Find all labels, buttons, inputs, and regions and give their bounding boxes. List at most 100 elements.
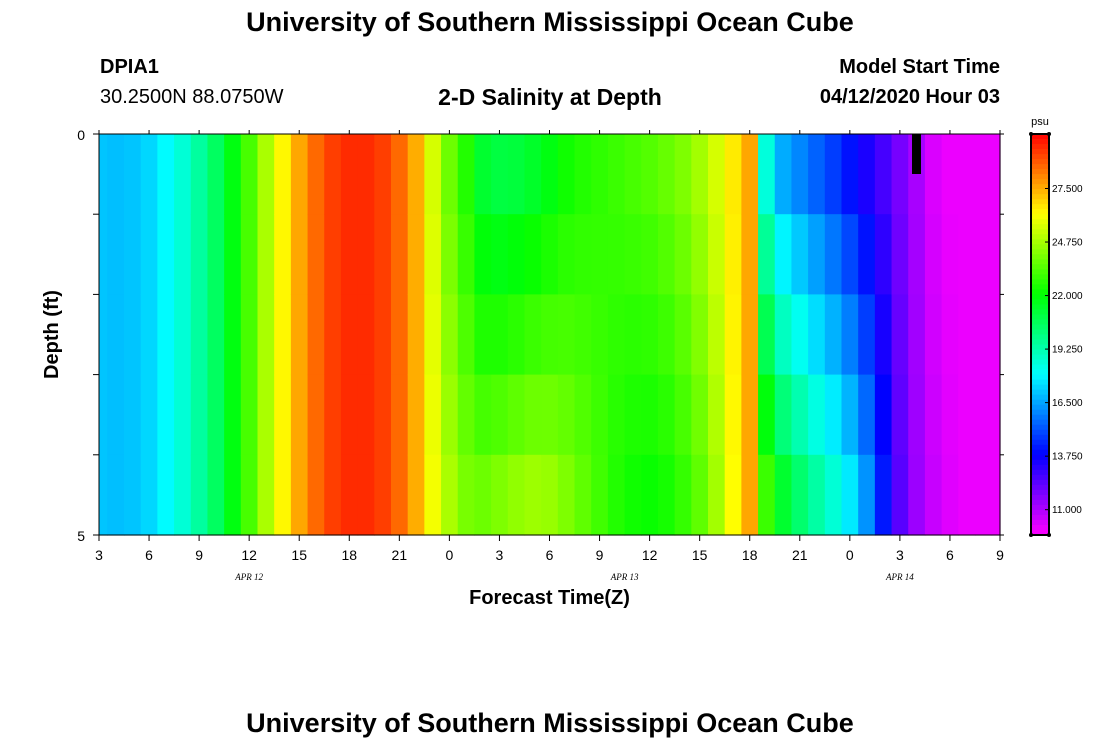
heatmap-cell: [991, 374, 1001, 456]
x-tick-label: 0: [846, 547, 854, 563]
heatmap-cell: [324, 454, 342, 536]
y-axis-ticks: [93, 133, 1004, 536]
heatmap-cell: [491, 214, 509, 295]
heatmap-cell: [657, 134, 676, 215]
x-tick-label: 6: [546, 547, 554, 563]
heatmap-cell: [824, 454, 843, 536]
heatmap-cell: [624, 454, 642, 536]
heatmap-cell: [407, 214, 425, 295]
colorbar-swatch: [1031, 199, 1049, 205]
colorbar-swatch: [1031, 174, 1049, 180]
heatmap-cell: [107, 454, 125, 536]
colorbar-swatch: [1031, 264, 1049, 270]
heatmap-cell: [307, 214, 325, 295]
heatmap-cell: [758, 454, 776, 536]
colorbar-swatch: [1031, 389, 1049, 396]
colorbar-swatch: [1031, 229, 1049, 235]
heatmap-cell: [858, 134, 876, 215]
heatmap-cell: [99, 454, 108, 536]
heatmap-cell: [541, 374, 559, 456]
heatmap-cell: [491, 134, 509, 215]
heatmap-cell: [574, 454, 592, 536]
heatmap-cells: [99, 134, 1001, 536]
heatmap-cell: [691, 454, 709, 536]
heatmap-cell: [841, 214, 859, 295]
heatmap-cell: [224, 374, 242, 456]
heatmap-cell: [457, 374, 476, 456]
heatmap-cell: [774, 134, 793, 215]
heatmap-cell: [124, 374, 142, 456]
heatmap-cell: [641, 374, 659, 456]
colorbar-swatch: [1031, 214, 1049, 220]
colorbar-swatch: [1031, 279, 1049, 285]
x-tick-label: 15: [692, 547, 708, 563]
heatmap-cell: [257, 454, 275, 536]
colorbar-tick-label: 11.000: [1052, 505, 1082, 516]
heatmap-cell: [541, 134, 559, 215]
heatmap-cell: [941, 374, 959, 456]
date-label: APR 13: [610, 572, 639, 582]
heatmap-cell: [591, 214, 609, 295]
heatmap-cell: [891, 294, 909, 376]
colorbar-tick-label: 22.000: [1052, 291, 1083, 302]
colorbar-tick-label: 27.500: [1052, 184, 1083, 195]
heatmap-cell: [240, 374, 259, 456]
colorbar-swatch: [1031, 159, 1049, 165]
colorbar-swatch: [1031, 379, 1049, 386]
heatmap-cell: [390, 214, 409, 295]
colorbar-swatch: [1031, 469, 1049, 476]
heatmap-cell: [941, 454, 959, 536]
colorbar-swatch: [1031, 329, 1049, 336]
heatmap-cell: [924, 214, 943, 295]
heatmap-cell: [774, 294, 793, 376]
heatmap-cell: [224, 134, 242, 215]
heatmap-cell: [424, 134, 442, 215]
heatmap-cell: [874, 454, 893, 536]
colorbar-swatch: [1031, 219, 1049, 225]
x-tick-label: 12: [642, 547, 658, 563]
x-tick-label: 3: [95, 547, 103, 563]
heatmap-cell: [541, 294, 559, 376]
heatmap-cell: [574, 214, 592, 295]
heatmap-cell: [891, 374, 909, 456]
heatmap-cell: [474, 374, 492, 456]
heatmap-cell: [474, 454, 492, 536]
heatmap-cell: [591, 134, 609, 215]
heatmap-cell: [290, 214, 309, 295]
colorbar-swatch: [1031, 169, 1049, 175]
x-tick-label: 21: [792, 547, 808, 563]
heatmap-cell: [824, 374, 843, 456]
colorbar-swatch: [1031, 514, 1049, 521]
heatmap-cell: [641, 214, 659, 295]
heatmap-cell: [991, 294, 1001, 376]
x-tick-label: 15: [291, 547, 307, 563]
colorbar-swatch: [1031, 459, 1049, 466]
heatmap-cell: [991, 454, 1001, 536]
heatmap-cell: [424, 294, 442, 376]
colorbar-swatch: [1031, 209, 1049, 215]
colorbar-swatch: [1031, 434, 1049, 441]
heatmap-cell: [841, 454, 859, 536]
colorbar-swatch: [1031, 184, 1049, 190]
heatmap-cell: [424, 374, 442, 456]
model-start-label: Model Start Time: [839, 56, 1000, 78]
heatmap-cell: [691, 374, 709, 456]
x-tick-label: 6: [145, 547, 153, 563]
x-tick-label: 6: [946, 547, 954, 563]
heatmap-cell: [240, 214, 259, 295]
heatmap-cell: [274, 374, 292, 456]
y-axis-title: Depth (ft): [41, 290, 63, 379]
heatmap-cell: [607, 454, 626, 536]
heatmap-cell: [457, 214, 476, 295]
heatmap-cell: [374, 134, 392, 215]
heatmap-cell: [557, 214, 576, 295]
heatmap-cell: [457, 454, 476, 536]
heatmap-cell: [474, 214, 492, 295]
heatmap-cell: [107, 214, 125, 295]
heatmap-cell: [741, 374, 759, 456]
heatmap-cell: [924, 374, 943, 456]
heatmap-cell: [290, 294, 309, 376]
heatmap-cell: [624, 134, 642, 215]
heatmap-cell: [307, 134, 325, 215]
